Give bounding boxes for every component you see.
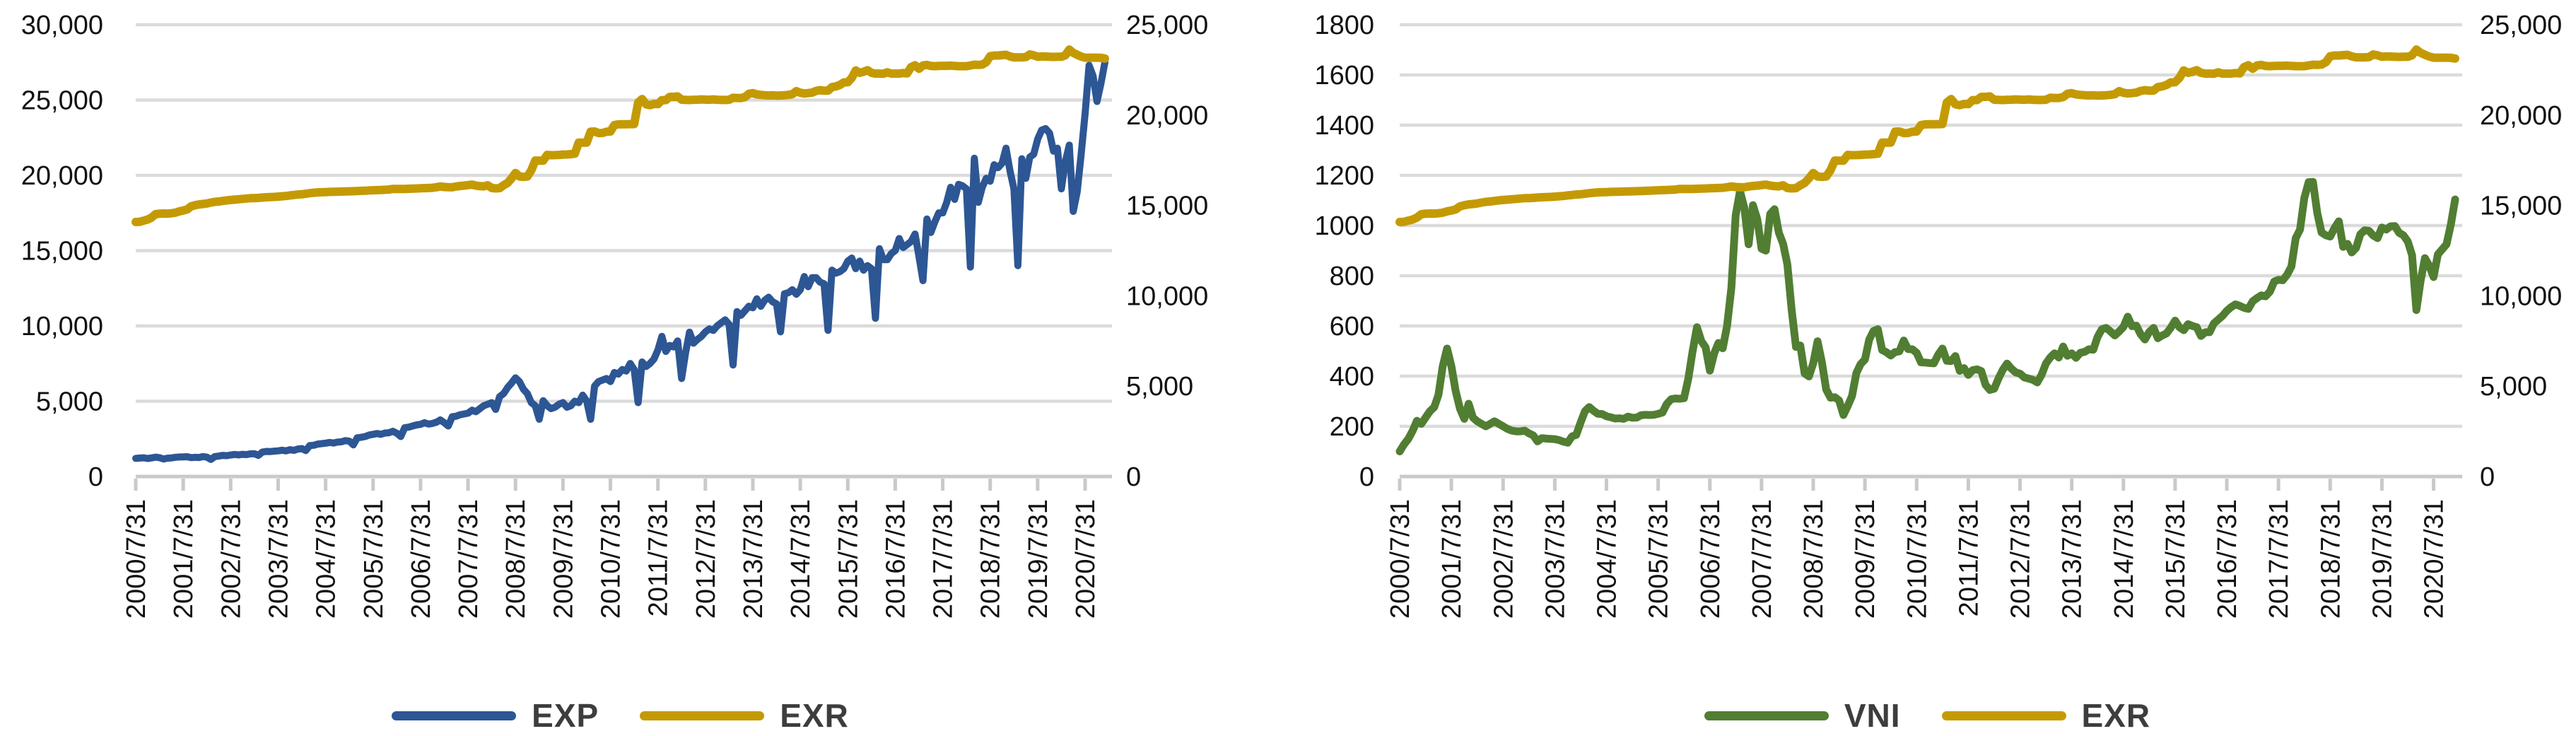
left-axis-tick-label: 10,000 [21, 312, 103, 341]
x-axis-tick-label: 2011/7/31 [1954, 499, 1984, 617]
left-axis-tick-label: 0 [1359, 462, 1374, 492]
legend-label-exr: EXR [780, 697, 849, 734]
left-axis-tick-label: 0 [88, 462, 103, 492]
vni-series-line [1395, 177, 2459, 455]
left-axis-tick-label: 1800 [1314, 11, 1374, 40]
x-axis-tick-label: 2017/7/31 [2264, 499, 2294, 619]
left-axis-tick-label: 600 [1330, 312, 1374, 341]
x-axis-tick-label: 2001/7/31 [169, 499, 199, 619]
x-axis-tick-label: 2014/7/31 [786, 499, 816, 619]
x-axis-tick-label: 2016/7/31 [2213, 499, 2242, 619]
x-axis-tick-label: 2012/7/31 [691, 499, 721, 619]
x-axis-tick-label: 2007/7/31 [454, 499, 484, 619]
x-axis-tick-label: 2008/7/31 [1799, 499, 1829, 619]
exp-series-line [132, 59, 1108, 463]
right-axis-tick-label: 15,000 [1126, 192, 1208, 221]
legend-item-exr: EXR [640, 696, 849, 735]
right-axis-tick-label: 10,000 [2480, 281, 2562, 311]
x-axis-tick-label: 2012/7/31 [2006, 499, 2036, 619]
legend-label-exr2: EXR [2081, 697, 2151, 734]
right-axis-tick-label: 5,000 [2480, 372, 2547, 402]
left-axis-tick-label: 25,000 [21, 86, 103, 116]
legend-item-exr2: EXR [1941, 696, 2151, 735]
exp-line-swatch [392, 711, 517, 720]
vni-line-swatch [1704, 711, 1829, 720]
x-axis-tick-label: 2014/7/31 [2109, 499, 2139, 619]
x-axis-tick-label: 2001/7/31 [1437, 499, 1467, 619]
right-axis-tick-label: 5,000 [1126, 372, 1193, 402]
x-axis-tick-label: 2010/7/31 [597, 499, 626, 619]
x-axis-tick-label: 2018/7/31 [2316, 499, 2346, 619]
x-axis-tick-label: 2017/7/31 [929, 499, 959, 619]
x-axis-tick-label: 2002/7/31 [216, 499, 246, 619]
x-axis-tick-label: 2020/7/31 [1071, 499, 1101, 619]
x-axis-tick-label: 2004/7/31 [1593, 499, 1622, 619]
right-axis-tick-label: 0 [2480, 462, 2495, 492]
x-axis-tick-label: 2003/7/31 [1540, 499, 1570, 619]
legend-exp-exr: EXP EXR [136, 696, 1105, 735]
left-axis-tick-label: 1400 [1314, 111, 1374, 141]
right-axis-tick-label: 25,000 [2480, 11, 2562, 40]
x-axis-tick-label: 2000/7/31 [122, 499, 151, 619]
x-axis-tick-label: 2015/7/31 [2161, 499, 2191, 619]
right-axis-tick-label: 20,000 [1126, 101, 1208, 131]
legend-vni-exr: VNI EXR [1400, 696, 2455, 735]
x-axis-tick-label: 2000/7/31 [1386, 499, 1415, 619]
legend-item-exp: EXP [392, 696, 599, 735]
exr-line-swatch-2 [1941, 711, 2066, 720]
left-axis-tick-label: 800 [1330, 262, 1374, 291]
x-axis-tick-label: 2018/7/31 [976, 499, 1006, 619]
left-axis-tick-label: 1600 [1314, 61, 1374, 90]
left-axis-tick-label: 200 [1330, 412, 1374, 442]
x-axis-tick-label: 2011/7/31 [644, 499, 674, 617]
left-axis-tick-label: 15,000 [21, 237, 103, 267]
x-axis-tick-label: 2020/7/31 [2420, 499, 2449, 619]
x-axis-tick-label: 2006/7/31 [406, 499, 436, 619]
left-axis-tick-label: 5,000 [36, 387, 103, 417]
x-axis-tick-label: 2003/7/31 [264, 499, 293, 619]
right-axis-tick-label: 20,000 [2480, 101, 2562, 131]
right-axis-tick-label: 25,000 [1126, 11, 1208, 40]
x-axis-tick-label: 2002/7/31 [1489, 499, 1518, 619]
x-axis-tick-label: 2009/7/31 [1851, 499, 1880, 619]
legend-label-exp: EXP [532, 697, 599, 734]
x-axis-tick-label: 2013/7/31 [2058, 499, 2088, 619]
x-axis-tick-label: 2016/7/31 [881, 499, 911, 619]
right-axis-tick-label: 10,000 [1126, 281, 1208, 311]
x-axis-tick-label: 2005/7/31 [1644, 499, 1674, 619]
x-axis-tick-label: 2009/7/31 [549, 499, 578, 619]
left-axis-tick-label: 1200 [1314, 161, 1374, 191]
x-axis-tick-label: 2013/7/31 [739, 499, 768, 619]
left-axis-tick-label: 1000 [1314, 211, 1374, 241]
right-axis-tick-label: 0 [1126, 462, 1141, 492]
left-axis-tick-label: 20,000 [21, 161, 103, 191]
x-axis-tick-label: 2019/7/31 [2367, 499, 2397, 619]
legend-item-vni: VNI [1704, 696, 1901, 735]
x-axis-tick-label: 2015/7/31 [833, 499, 863, 619]
x-axis-tick-label: 2019/7/31 [1024, 499, 1053, 619]
x-axis-tick-label: 2004/7/31 [312, 499, 341, 619]
legend-label-vni: VNI [1844, 697, 1901, 734]
left-axis-tick-label: 30,000 [21, 11, 103, 40]
x-axis-tick-label: 2005/7/31 [359, 499, 389, 619]
x-axis-tick-label: 2006/7/31 [1696, 499, 1726, 619]
x-axis-tick-label: 2007/7/31 [1747, 499, 1777, 619]
right-axis-tick-label: 15,000 [2480, 192, 2562, 221]
x-axis-tick-label: 2008/7/31 [501, 499, 531, 619]
exr-series-line [131, 45, 1109, 226]
left-axis-tick-label: 400 [1330, 362, 1374, 392]
exr-line-swatch [640, 711, 765, 720]
exr-series-line [1395, 45, 2459, 226]
x-axis-tick-label: 2010/7/31 [1902, 499, 1932, 619]
